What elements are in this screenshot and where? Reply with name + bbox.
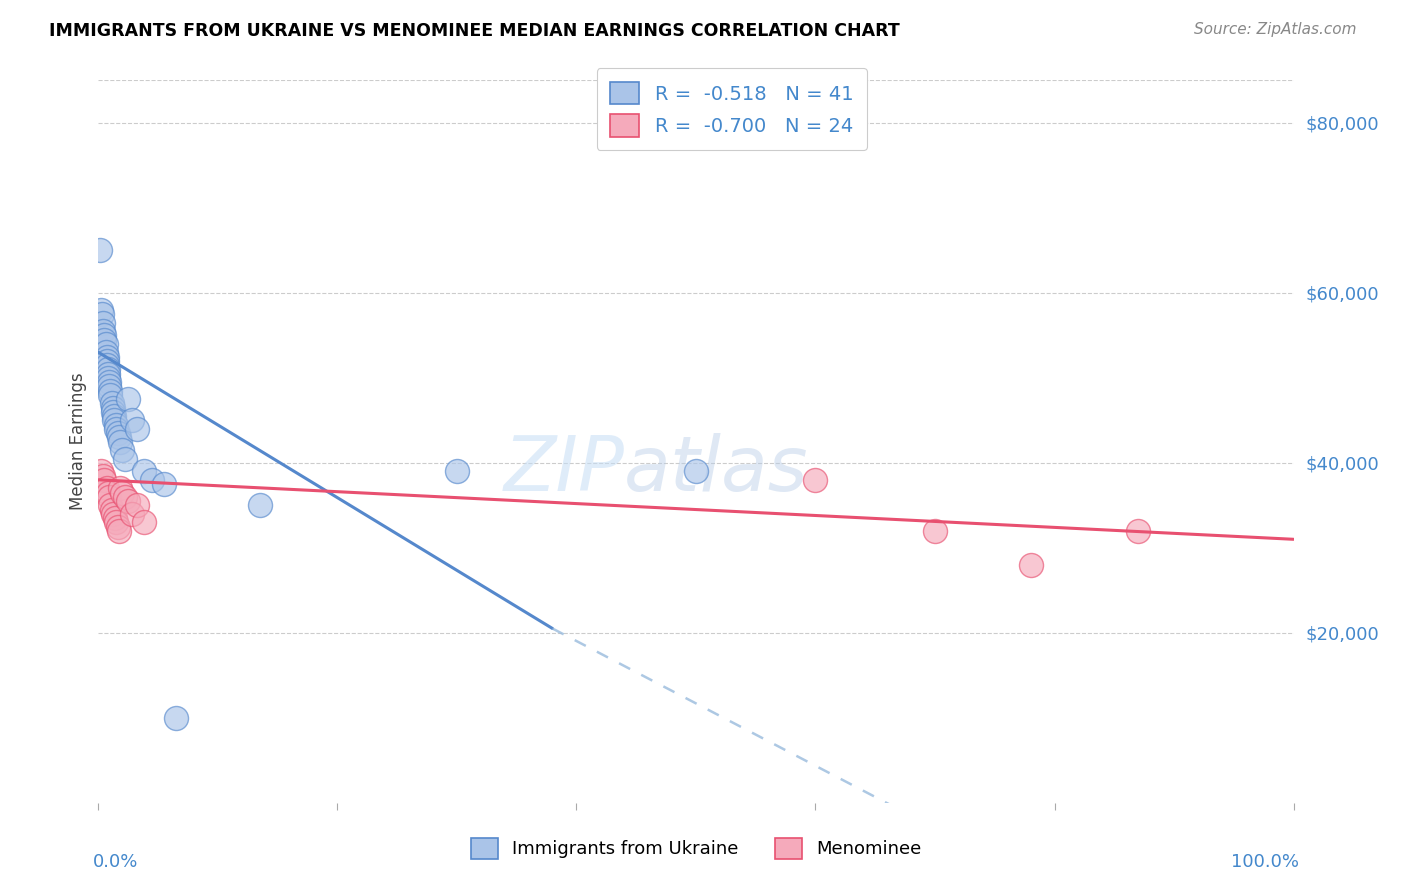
- Point: [249, 498, 271, 512]
- Legend: Immigrants from Ukraine, Menominee: Immigrants from Ukraine, Menominee: [464, 830, 928, 866]
- Text: 0.0%: 0.0%: [93, 854, 138, 871]
- Point: [1019, 558, 1042, 572]
- Point: [111, 443, 134, 458]
- Point: [98, 388, 122, 402]
- Point: [98, 379, 121, 393]
- Point: [125, 422, 148, 436]
- Text: IMMIGRANTS FROM UKRAINE VS MENOMINEE MEDIAN EARNINGS CORRELATION CHART: IMMIGRANTS FROM UKRAINE VS MENOMINEE MED…: [49, 22, 900, 40]
- Point: [117, 392, 139, 406]
- Point: [97, 371, 120, 385]
- Point: [153, 477, 176, 491]
- Point: [93, 328, 115, 343]
- Point: [100, 396, 122, 410]
- Text: ZIP: ZIP: [503, 434, 624, 508]
- Point: [89, 244, 111, 258]
- Point: [91, 307, 114, 321]
- Point: [117, 494, 139, 508]
- Point: [101, 405, 124, 419]
- Point: [96, 353, 118, 368]
- Point: [94, 336, 117, 351]
- Point: [103, 413, 125, 427]
- Point: [96, 350, 118, 364]
- Point: [98, 375, 121, 389]
- Text: atlas: atlas: [624, 434, 808, 508]
- Point: [97, 362, 120, 376]
- Point: [98, 384, 122, 398]
- Point: [111, 485, 134, 500]
- Point: [103, 409, 125, 423]
- Point: [96, 358, 118, 372]
- Point: [104, 511, 127, 525]
- Point: [97, 367, 120, 381]
- Point: [114, 490, 136, 504]
- Point: [114, 451, 136, 466]
- Point: [91, 324, 114, 338]
- Point: [804, 473, 827, 487]
- Point: [97, 485, 120, 500]
- Point: [1128, 524, 1150, 538]
- Point: [107, 430, 129, 444]
- Point: [107, 524, 129, 538]
- Point: [96, 481, 118, 495]
- Point: [105, 516, 128, 530]
- Point: [924, 524, 946, 538]
- Point: [108, 434, 131, 449]
- Point: [121, 413, 143, 427]
- Point: [91, 468, 114, 483]
- Point: [98, 498, 122, 512]
- Point: [91, 316, 114, 330]
- Point: [105, 417, 128, 432]
- Point: [94, 345, 117, 359]
- Point: [90, 302, 112, 317]
- Point: [107, 519, 129, 533]
- Point: [98, 490, 121, 504]
- Point: [107, 425, 129, 440]
- Point: [100, 502, 122, 516]
- Point: [101, 401, 124, 415]
- Point: [132, 516, 155, 530]
- Point: [108, 481, 131, 495]
- Y-axis label: Median Earnings: Median Earnings: [69, 373, 87, 510]
- Point: [132, 464, 155, 478]
- Point: [165, 711, 187, 725]
- Point: [105, 422, 128, 436]
- Point: [121, 507, 143, 521]
- Point: [93, 473, 115, 487]
- Point: [446, 464, 468, 478]
- Text: 100.0%: 100.0%: [1232, 854, 1299, 871]
- Point: [125, 498, 148, 512]
- Text: Source: ZipAtlas.com: Source: ZipAtlas.com: [1194, 22, 1357, 37]
- Point: [93, 333, 115, 347]
- Point: [141, 473, 163, 487]
- Point: [101, 507, 124, 521]
- Point: [90, 464, 112, 478]
- Point: [685, 464, 707, 478]
